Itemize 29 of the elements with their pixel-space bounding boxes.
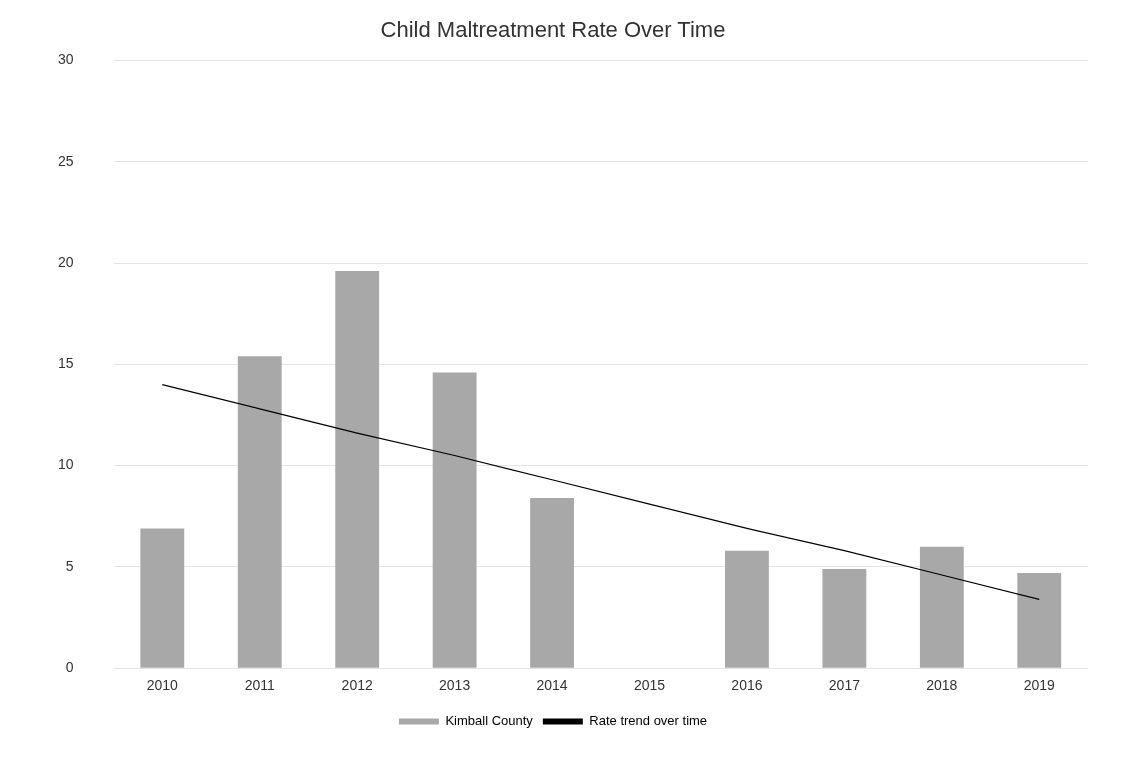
x-tick-label: 2011 bbox=[244, 677, 275, 694]
y-tick-label: 15 bbox=[57, 355, 74, 372]
x-tick-label: 2018 bbox=[926, 677, 958, 694]
y-tick-label: 5 bbox=[65, 557, 74, 574]
y-tick-label: 0 bbox=[65, 659, 74, 676]
bar bbox=[237, 356, 282, 668]
bar bbox=[335, 271, 380, 668]
x-tick-label: 2012 bbox=[341, 677, 373, 694]
bar bbox=[919, 546, 964, 668]
legend-label: Rate trend over time bbox=[589, 713, 708, 729]
bar bbox=[725, 550, 769, 668]
y-tick-label: 30 bbox=[57, 51, 74, 68]
x-tick-label: 2016 bbox=[731, 677, 763, 694]
chart-title: Child Maltreatment Rate Over Time bbox=[380, 17, 726, 43]
x-tick-label: 2019 bbox=[1023, 677, 1056, 694]
x-tick-label: 2013 bbox=[439, 677, 471, 694]
bar bbox=[822, 568, 867, 668]
y-tick-label: 25 bbox=[57, 152, 74, 169]
x-tick-label: 2015 bbox=[633, 677, 666, 694]
bar bbox=[432, 372, 477, 668]
x-tick-label: 2017 bbox=[828, 677, 861, 694]
x-tick-label: 2010 bbox=[146, 677, 179, 694]
bar bbox=[1017, 572, 1062, 668]
x-tick-label: 2014 bbox=[536, 677, 568, 694]
y-tick-label: 20 bbox=[57, 253, 74, 270]
y-tick-label: 10 bbox=[57, 456, 74, 473]
bar bbox=[140, 528, 185, 668]
bar bbox=[530, 498, 574, 668]
legend-label: Kimball County bbox=[445, 713, 534, 729]
